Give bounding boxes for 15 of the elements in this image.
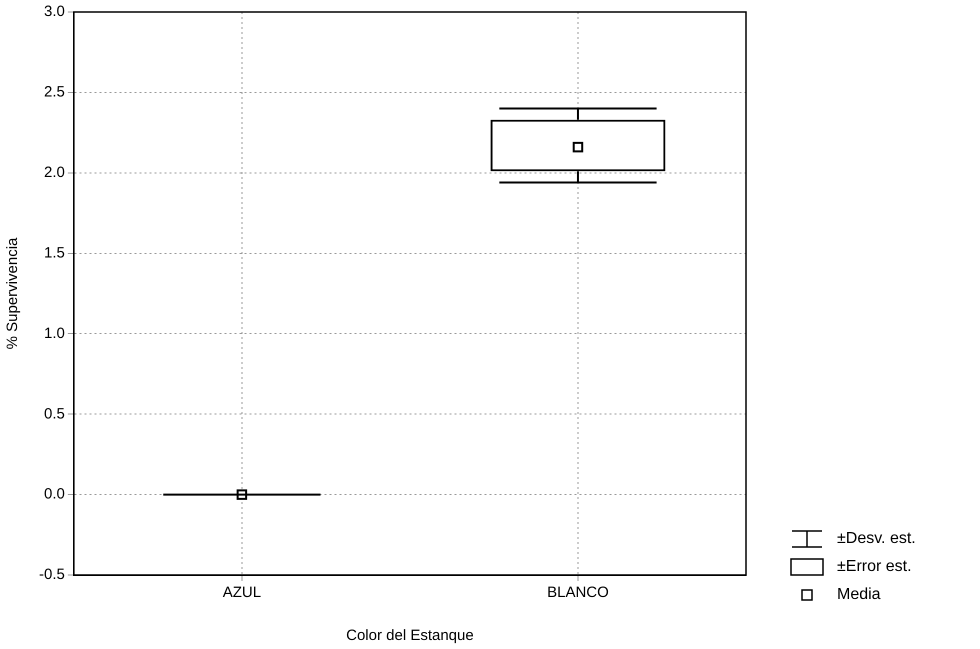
y-tick-label: -0.5 — [38, 566, 65, 584]
y-tick-label: 2.0 — [44, 164, 65, 181]
y-tick-label: 0.5 — [44, 405, 65, 422]
x-tick-label: AZUL — [222, 584, 262, 602]
y-tick-label: 1.5 — [44, 244, 65, 262]
y-tick-label: 3.0 — [44, 3, 65, 20]
x-axis-title: Color del Estanque — [346, 627, 474, 644]
y-tick-label: 2.5 — [44, 84, 65, 101]
y-tick-label: 0.0 — [44, 486, 65, 503]
text: ±Desv. est. — [837, 529, 916, 549]
text: ±Error est. — [837, 557, 912, 577]
y-tick-label: 1.0 — [44, 324, 65, 342]
x-tick-label: BLANCO — [547, 584, 609, 602]
y-axis-title: % Supervivencia — [4, 236, 22, 350]
text: Media — [837, 585, 881, 605]
